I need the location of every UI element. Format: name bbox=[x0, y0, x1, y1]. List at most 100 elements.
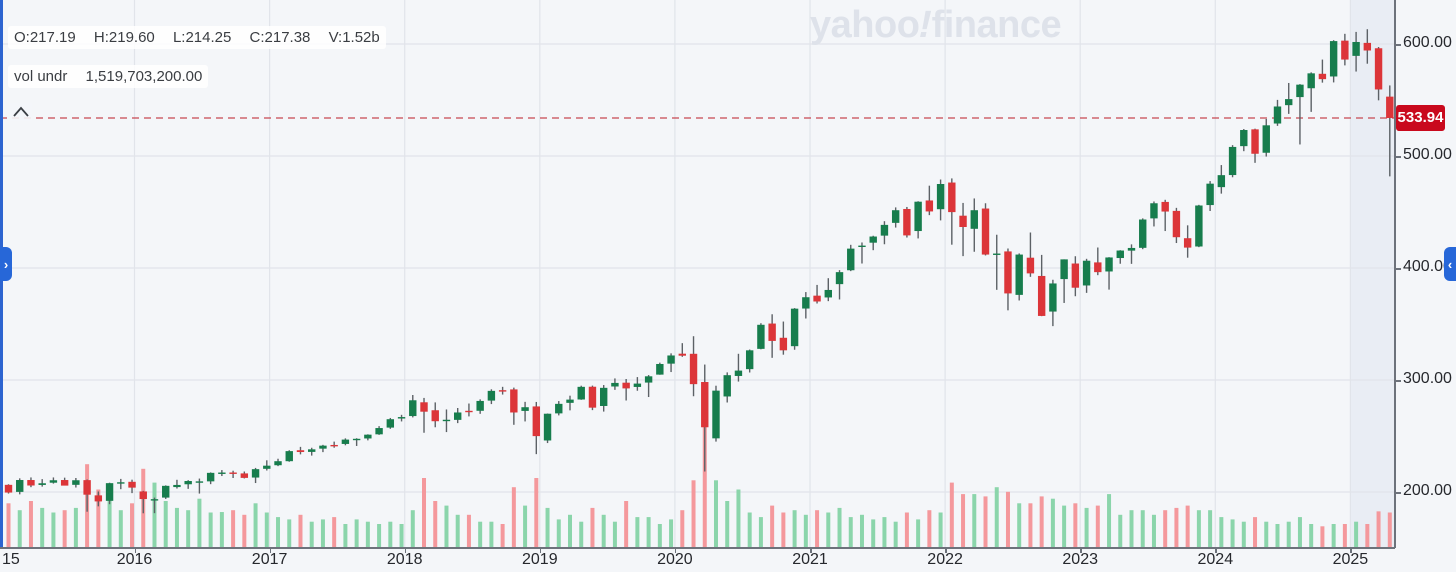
candle[interactable] bbox=[644, 376, 653, 383]
volume-bar[interactable] bbox=[972, 494, 977, 547]
candle[interactable] bbox=[678, 353, 686, 356]
volume-bar[interactable] bbox=[444, 505, 449, 547]
candle[interactable] bbox=[442, 419, 451, 422]
volume-bar[interactable] bbox=[489, 521, 494, 547]
volume-bar[interactable] bbox=[1208, 510, 1213, 547]
legend-collapse-button[interactable] bbox=[10, 103, 32, 121]
volume-bar[interactable] bbox=[354, 519, 359, 547]
volume-bar[interactable] bbox=[320, 519, 325, 547]
candle[interactable] bbox=[510, 389, 518, 413]
candle[interactable] bbox=[420, 402, 428, 412]
candle[interactable] bbox=[1037, 275, 1046, 316]
candle[interactable] bbox=[139, 491, 147, 500]
volume-bar[interactable] bbox=[410, 510, 415, 547]
candle[interactable] bbox=[364, 434, 372, 439]
volume-bar[interactable] bbox=[534, 478, 539, 547]
candle[interactable] bbox=[1296, 84, 1304, 98]
volume-bar[interactable] bbox=[635, 517, 640, 547]
candle[interactable] bbox=[1318, 73, 1327, 80]
candle[interactable] bbox=[1341, 40, 1349, 60]
candle[interactable] bbox=[274, 461, 282, 466]
candle[interactable] bbox=[757, 324, 765, 349]
volume-bar[interactable] bbox=[1129, 510, 1134, 547]
volume-bar[interactable] bbox=[422, 478, 427, 547]
volume-bar[interactable] bbox=[747, 512, 752, 548]
candle[interactable] bbox=[1015, 254, 1023, 295]
volume-bar[interactable] bbox=[1196, 510, 1201, 547]
candle[interactable] bbox=[105, 483, 114, 501]
volume-bar[interactable] bbox=[1241, 521, 1246, 547]
candle[interactable] bbox=[1049, 283, 1057, 312]
candle[interactable] bbox=[476, 400, 484, 411]
volume-bar[interactable] bbox=[1387, 512, 1392, 548]
volume-bar[interactable] bbox=[1286, 521, 1291, 547]
candle[interactable] bbox=[835, 272, 844, 285]
candle[interactable] bbox=[487, 390, 496, 401]
candle[interactable] bbox=[543, 413, 552, 441]
candle[interactable] bbox=[1352, 41, 1360, 56]
candle[interactable] bbox=[330, 444, 338, 447]
candle[interactable] bbox=[285, 451, 293, 462]
volume-bar[interactable] bbox=[399, 524, 404, 547]
volume-bar[interactable] bbox=[770, 505, 775, 547]
volume-bar[interactable] bbox=[197, 498, 202, 547]
candle[interactable] bbox=[229, 472, 237, 474]
volume-bar[interactable] bbox=[242, 514, 247, 547]
volume-bar[interactable] bbox=[669, 519, 674, 547]
candle[interactable] bbox=[667, 355, 675, 364]
candle[interactable] bbox=[734, 370, 743, 376]
volume-bar[interactable] bbox=[1017, 503, 1022, 547]
volume-bar[interactable] bbox=[28, 501, 33, 547]
candle[interactable] bbox=[150, 499, 159, 501]
candle[interactable] bbox=[566, 399, 574, 403]
volume-bar[interactable] bbox=[1107, 494, 1112, 547]
volume-bar[interactable] bbox=[1005, 491, 1010, 547]
volume-bar[interactable] bbox=[1073, 503, 1078, 547]
volume-bar[interactable] bbox=[893, 521, 898, 547]
candle[interactable] bbox=[128, 481, 136, 488]
candle[interactable] bbox=[1307, 73, 1315, 89]
volume-bar[interactable] bbox=[309, 521, 314, 547]
candle[interactable] bbox=[375, 428, 383, 435]
candle[interactable] bbox=[633, 383, 642, 387]
volume-bar[interactable] bbox=[781, 512, 786, 548]
candle[interactable] bbox=[1127, 247, 1136, 251]
volume-bar[interactable] bbox=[40, 507, 45, 547]
candlestick-plot[interactable] bbox=[0, 0, 1395, 548]
volume-bar[interactable] bbox=[871, 519, 876, 547]
volume-bar[interactable] bbox=[17, 510, 22, 547]
volume-bar[interactable] bbox=[961, 494, 966, 547]
volume-bar[interactable] bbox=[1376, 511, 1381, 547]
volume-bar[interactable] bbox=[938, 512, 943, 548]
volume-bar[interactable] bbox=[253, 503, 258, 547]
candle[interactable] bbox=[195, 481, 204, 483]
volume-bar[interactable] bbox=[478, 521, 483, 547]
volume-bar[interactable] bbox=[174, 507, 179, 547]
candle[interactable] bbox=[925, 200, 934, 212]
volume-bar[interactable] bbox=[702, 418, 707, 547]
candle[interactable] bbox=[386, 419, 395, 428]
candle[interactable] bbox=[599, 387, 608, 406]
candle[interactable] bbox=[689, 353, 698, 385]
volume-bar[interactable] bbox=[545, 507, 550, 547]
volume-bar[interactable] bbox=[904, 512, 909, 548]
candle[interactable] bbox=[352, 438, 361, 441]
volume-bar[interactable] bbox=[1253, 517, 1258, 547]
candle[interactable] bbox=[117, 482, 125, 484]
candle[interactable] bbox=[184, 481, 192, 485]
volume-bar[interactable] bbox=[568, 514, 572, 547]
volume-bar[interactable] bbox=[1219, 517, 1224, 547]
candle[interactable] bbox=[1329, 41, 1338, 77]
candle[interactable] bbox=[27, 480, 35, 486]
volume-bar[interactable] bbox=[219, 512, 224, 547]
candle[interactable] bbox=[891, 210, 900, 223]
candle[interactable] bbox=[162, 485, 170, 498]
volume-bar[interactable] bbox=[1275, 524, 1280, 547]
candle[interactable] bbox=[38, 483, 46, 485]
volume-bar[interactable] bbox=[1095, 505, 1100, 547]
volume-bar[interactable] bbox=[1320, 526, 1325, 547]
candle[interactable] bbox=[1150, 203, 1158, 219]
volume-bar[interactable] bbox=[62, 510, 67, 547]
volume-bar[interactable] bbox=[691, 480, 696, 547]
volume-bar[interactable] bbox=[6, 503, 11, 547]
